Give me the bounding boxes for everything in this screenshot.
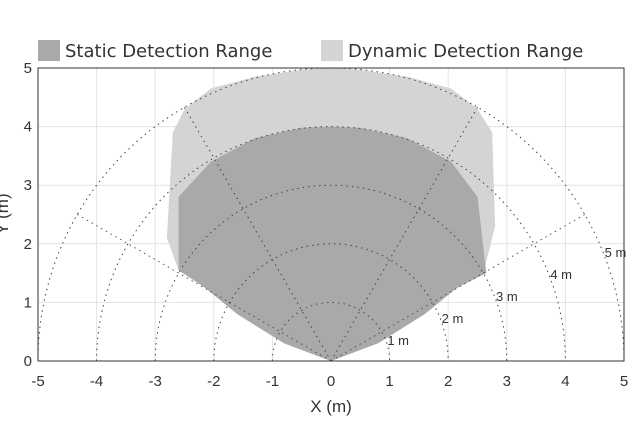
range-ring-label: 4 m — [550, 267, 572, 282]
y-axis-label: Y (m) — [0, 193, 12, 234]
legend: Static Detection Range Dynamic Detection… — [38, 40, 583, 62]
x-tick-label: 5 — [620, 373, 628, 390]
y-tick-label: 3 — [24, 177, 32, 194]
legend-label-dynamic: Dynamic Detection Range — [348, 41, 583, 62]
y-tick-label: 1 — [24, 294, 32, 311]
plot-frame — [37, 67, 625, 362]
x-tick-label: 3 — [503, 373, 511, 390]
x-tick-label: 1 — [385, 373, 393, 390]
y-tick-label: 0 — [24, 353, 32, 370]
legend-swatch-static — [38, 40, 60, 61]
range-ring-labels: 1 m 2 m 3 m 4 m 5 m — [387, 245, 626, 348]
y-tick-label: 4 — [24, 119, 32, 136]
y-tick-label: 2 — [24, 236, 32, 253]
x-tick-labels: -5 -4 -3 -2 -1 0 1 2 3 4 5 — [31, 373, 628, 390]
static-detection-area — [178, 126, 487, 361]
range-ring-label: 5 m — [605, 245, 627, 260]
range-ring-label: 1 m — [387, 333, 409, 348]
legend-label-static: Static Detection Range — [65, 41, 272, 62]
y-tick-labels: 0 1 2 3 4 5 — [24, 60, 32, 370]
x-tick-label: 4 — [561, 373, 569, 390]
legend-swatch-dynamic — [321, 40, 343, 61]
x-tick-label: -2 — [207, 373, 220, 390]
x-tick-label: -3 — [149, 373, 162, 390]
range-ring — [213, 243, 449, 361]
x-tick-label: 2 — [444, 373, 452, 390]
x-axis-label: X (m) — [310, 397, 352, 416]
range-ring-label: 2 m — [442, 311, 464, 326]
x-tick-label: -4 — [90, 373, 103, 390]
range-rings — [38, 68, 624, 361]
range-ring — [38, 68, 624, 361]
range-ring — [154, 184, 508, 361]
range-ring-label: 3 m — [496, 289, 518, 304]
x-tick-label: 0 — [327, 373, 335, 390]
x-tick-label: -5 — [31, 373, 44, 390]
range-ring — [96, 126, 566, 361]
x-tick-label: -1 — [266, 373, 279, 390]
y-tick-label: 5 — [24, 60, 32, 77]
